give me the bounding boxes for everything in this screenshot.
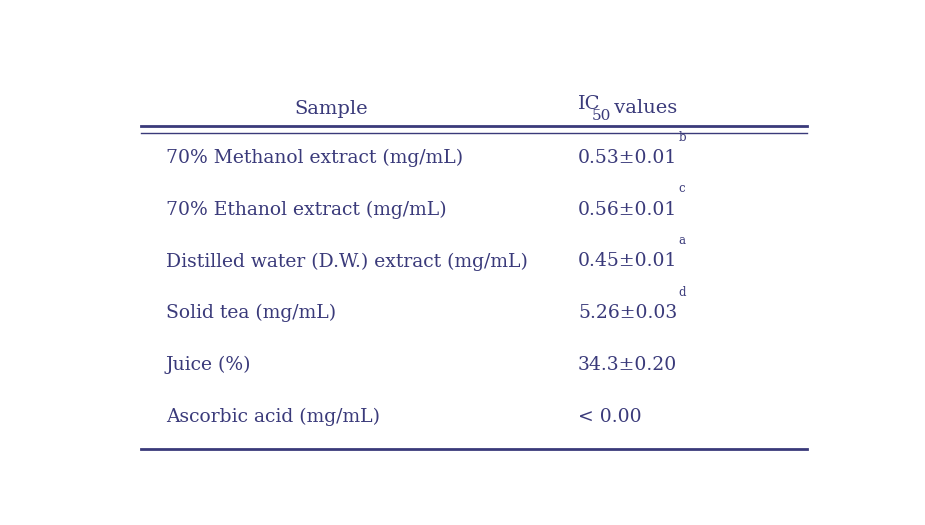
- Text: 50: 50: [592, 109, 611, 123]
- Text: a: a: [679, 234, 685, 247]
- Text: values: values: [608, 100, 677, 118]
- Text: 0.45±0.01: 0.45±0.01: [578, 253, 677, 270]
- Text: 70% Methanol extract (mg/mL): 70% Methanol extract (mg/mL): [166, 149, 462, 167]
- Text: Juice (%): Juice (%): [166, 356, 252, 374]
- Text: 70% Ethanol extract (mg/mL): 70% Ethanol extract (mg/mL): [166, 201, 447, 219]
- Text: Ascorbic acid (mg/mL): Ascorbic acid (mg/mL): [166, 407, 380, 426]
- Text: d: d: [679, 286, 686, 299]
- Text: 0.53±0.01: 0.53±0.01: [578, 149, 677, 167]
- Text: Solid tea (mg/mL): Solid tea (mg/mL): [166, 304, 336, 322]
- Text: Distilled water (D.W.) extract (mg/mL): Distilled water (D.W.) extract (mg/mL): [166, 253, 527, 270]
- Text: 5.26±0.03: 5.26±0.03: [578, 304, 677, 322]
- Text: < 0.00: < 0.00: [578, 408, 642, 426]
- Text: Sample: Sample: [294, 100, 367, 119]
- Text: IC: IC: [578, 96, 600, 113]
- Text: c: c: [679, 182, 685, 195]
- Text: 34.3±0.20: 34.3±0.20: [578, 356, 677, 374]
- Text: 0.56±0.01: 0.56±0.01: [578, 201, 677, 219]
- Text: b: b: [679, 131, 686, 143]
